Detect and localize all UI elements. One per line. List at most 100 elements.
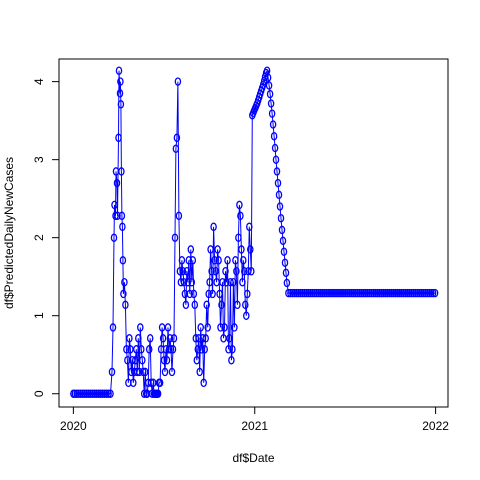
data-point [232,256,239,265]
data-point [123,345,130,354]
data-point [174,77,182,86]
data-point [115,133,122,143]
y-tick-label: 1 [32,312,46,319]
data-point [132,355,139,365]
data-point [205,289,212,299]
data-point [222,266,229,276]
data-point [208,266,215,276]
data-point [224,256,231,265]
data-point [138,345,145,354]
data-point [146,334,154,343]
data-point [163,355,171,365]
y-tick-label: 0 [32,390,46,397]
data-point [280,247,288,256]
data-point [272,155,280,164]
x-tick-label: 2021 [241,419,268,433]
data-point [126,334,133,343]
data-point [119,222,126,232]
data-point [216,289,223,299]
data-point [269,120,277,129]
data-point [273,167,281,176]
data-point [197,323,204,332]
y-tick-label: 2 [32,234,46,241]
data-point [211,256,218,265]
data-point [206,277,213,287]
data-point [116,89,124,98]
data-point [221,323,228,332]
data-point [107,389,114,398]
data-point [173,133,181,143]
data-point [271,143,279,153]
data-point [187,245,195,254]
data-point [231,323,238,332]
data-point [183,266,191,276]
data-point [214,245,221,254]
data-point [182,300,190,310]
data-point [235,233,242,242]
data-point [267,99,275,108]
y-axis: 0 1 2 3 4 [32,78,60,397]
data-point [145,345,153,354]
data-point [191,300,199,310]
data-point [276,202,284,211]
data-point [283,278,291,288]
data-point [184,277,192,287]
data-point [196,367,203,377]
data-point [278,225,286,235]
data-point [268,109,276,118]
data-point [170,334,178,343]
data-point [246,222,253,232]
data-point [199,334,206,343]
data-point [223,277,230,287]
y-tick-label: 3 [32,156,46,163]
data-point [158,323,166,332]
x-axis: 2020 2021 2022 [60,406,449,433]
data-point [279,236,287,246]
data-point [200,378,207,388]
data-point [241,266,248,276]
data-point [110,233,118,242]
data-point [179,266,187,276]
data-point [136,367,143,377]
data-point [198,345,205,354]
data-point [172,144,180,153]
data-point [193,355,201,365]
data-point [229,345,236,354]
data-point [117,100,125,109]
x-tick-label: 2022 [422,419,449,433]
data-point [215,256,222,265]
data-point [209,289,216,299]
data-point [192,334,200,343]
data-point [247,245,254,254]
data-point [228,355,235,365]
data-point [217,323,224,332]
data-point [259,80,267,89]
data-point [220,334,227,343]
data-point [239,277,246,287]
data-point [226,334,233,343]
data-point [185,256,193,265]
data-point [190,289,198,299]
data-point [236,200,243,210]
data-point [168,367,176,377]
data-point [212,266,219,276]
data-point [225,345,232,354]
data-point [127,345,134,354]
data-point [120,289,127,299]
data-point [135,334,142,343]
data-point [275,190,283,200]
data-point [111,200,118,210]
data-point [243,311,250,320]
data-point [128,367,135,377]
data-point [141,367,149,377]
data-point [118,167,125,176]
data-point [139,355,146,365]
data-point [115,66,123,75]
data-point [242,300,249,310]
data-point [194,345,202,354]
data-point [274,178,282,188]
data-point [109,323,117,332]
data-point [122,300,129,310]
data-point [277,213,285,223]
